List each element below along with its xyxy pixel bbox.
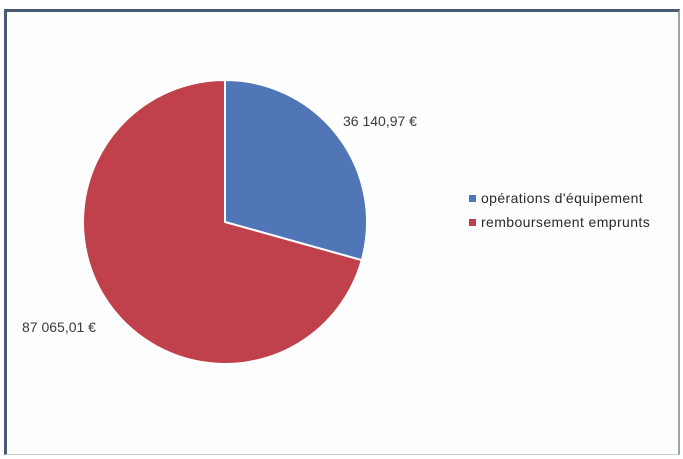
legend-swatch-emprunts <box>469 219 476 226</box>
legend-label-emprunts: remboursement emprunts <box>481 214 650 230</box>
legend-swatch-equipement <box>469 195 476 202</box>
legend: opérations d'équipement remboursement em… <box>469 190 650 230</box>
pie-slices <box>82 78 368 365</box>
pie-slice-equipement <box>224 78 368 262</box>
pie-slice-emprunts <box>82 78 364 365</box>
slice-label-emprunts: 87 065,01 € <box>22 319 96 335</box>
legend-label-equipement: opérations d'équipement <box>481 190 643 206</box>
slice-label-equipement: 36 140,97 € <box>343 113 417 129</box>
